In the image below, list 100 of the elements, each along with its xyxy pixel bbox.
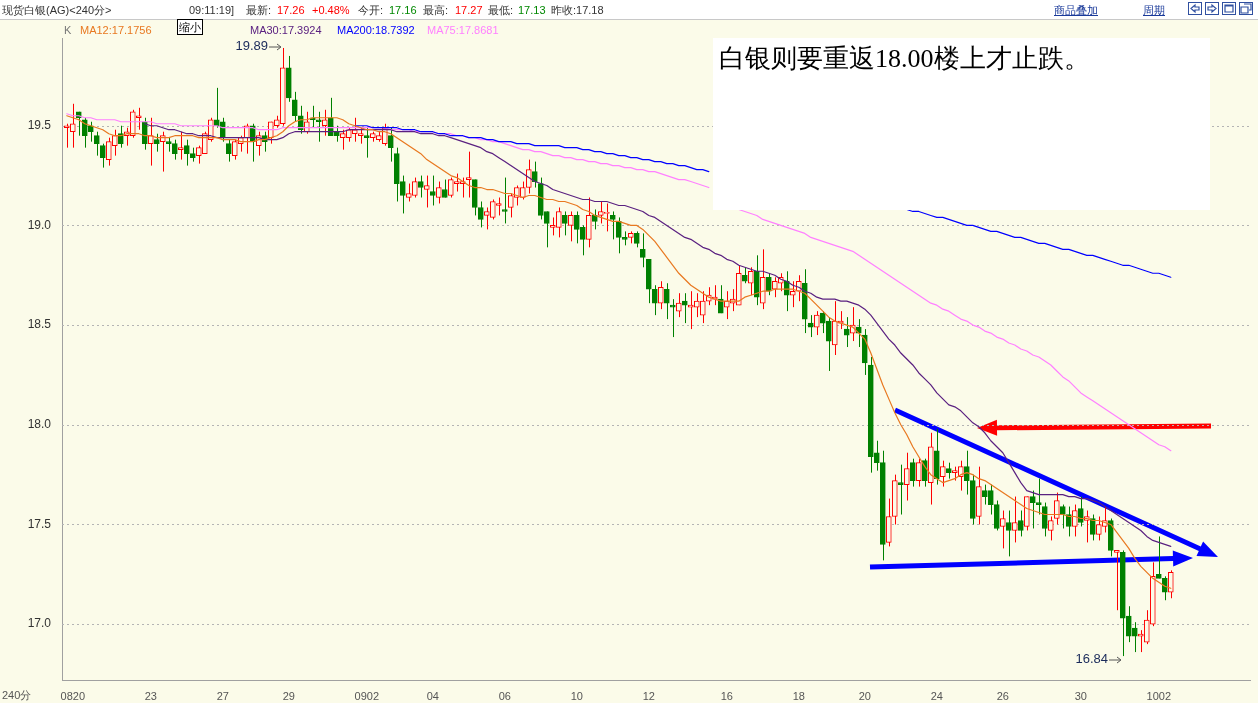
candlestick bbox=[111, 129, 118, 157]
annotation: 白银则要重返18.00楼上才止跌。 bbox=[719, 43, 1090, 75]
y-tick-label: 19.5 bbox=[27, 118, 52, 133]
y-tick-label: 17.0 bbox=[27, 616, 52, 631]
candlestick bbox=[1047, 516, 1054, 541]
text: 最新: bbox=[246, 3, 272, 17]
text: 缩小 bbox=[177, 19, 203, 35]
candlestick bbox=[531, 161, 538, 189]
y-tick-label: 18.0 bbox=[27, 417, 52, 432]
y-tick-label: 17.5 bbox=[27, 516, 52, 531]
candlestick bbox=[1155, 535, 1162, 579]
candlestick bbox=[1071, 504, 1078, 537]
candlestick bbox=[321, 109, 328, 137]
candlestick bbox=[789, 280, 796, 308]
candlestick bbox=[939, 460, 946, 488]
candlestick bbox=[585, 197, 592, 248]
annotation: 16.84 bbox=[1075, 651, 1108, 666]
text: 今开: bbox=[358, 3, 384, 17]
candlestick bbox=[411, 177, 418, 198]
candlestick bbox=[615, 216, 622, 254]
candlestick bbox=[609, 210, 616, 240]
text: K bbox=[64, 23, 72, 37]
candlestick bbox=[657, 280, 664, 310]
candlestick bbox=[183, 139, 190, 167]
candlestick bbox=[423, 175, 430, 208]
candlestick bbox=[561, 210, 568, 236]
text: 17.13 bbox=[518, 3, 546, 17]
candlestick bbox=[843, 316, 850, 348]
candlestick bbox=[1059, 504, 1066, 529]
y-tick-label: 19.0 bbox=[27, 217, 52, 232]
candlestick bbox=[429, 175, 436, 206]
text: +0.48% bbox=[312, 3, 350, 17]
x-tick-label: 29 bbox=[282, 689, 295, 702]
candlestick bbox=[117, 125, 124, 149]
candlestick bbox=[909, 458, 916, 488]
candlestick bbox=[1095, 516, 1102, 541]
x-tick-label: 20 bbox=[858, 689, 871, 702]
x-tick-label: 0820 bbox=[60, 689, 86, 702]
x-tick-label: 0902 bbox=[354, 689, 380, 702]
candlestick bbox=[1011, 496, 1018, 543]
x-tick-label: 16 bbox=[720, 689, 733, 702]
candlestick bbox=[591, 208, 598, 230]
candlestick bbox=[1113, 549, 1120, 611]
candlestick bbox=[435, 181, 442, 204]
x-tick-label: 26 bbox=[996, 689, 1009, 702]
chart-title: 现货白银(AG)<240分> bbox=[2, 3, 112, 17]
candlestick bbox=[675, 292, 682, 318]
candlestick bbox=[135, 107, 142, 131]
text: MA75:17.8681 bbox=[427, 23, 499, 37]
candlestick bbox=[903, 452, 910, 502]
text: 17.27 bbox=[455, 3, 483, 17]
candlestick bbox=[1065, 506, 1072, 537]
candlestick bbox=[93, 131, 100, 157]
candlestick bbox=[99, 143, 106, 169]
candlestick bbox=[1089, 514, 1096, 541]
candlestick bbox=[1041, 502, 1048, 537]
candlestick bbox=[483, 206, 490, 230]
candlestick bbox=[315, 111, 322, 143]
annotation: 19.89 bbox=[235, 38, 268, 53]
candlestick bbox=[1035, 478, 1042, 516]
candlestick bbox=[999, 510, 1006, 549]
x-tick-label: 10 bbox=[570, 689, 583, 702]
x-tick-label: 24 bbox=[930, 689, 943, 702]
x-tick-label: 1002 bbox=[1146, 689, 1172, 702]
candlestick bbox=[651, 284, 658, 316]
x-tick-label: 23 bbox=[144, 689, 157, 702]
candlestick bbox=[1053, 492, 1060, 525]
candlestick bbox=[765, 272, 772, 296]
text: 17.26 bbox=[277, 3, 305, 17]
y-tick-label: 18.5 bbox=[27, 317, 52, 332]
x-tick-label: 18 bbox=[792, 689, 805, 702]
candlestick bbox=[1077, 496, 1084, 527]
candlestick bbox=[993, 500, 1000, 531]
x-tick-label: 04 bbox=[426, 689, 439, 702]
candlestick bbox=[291, 91, 298, 123]
candlestick bbox=[831, 300, 838, 356]
text: MA30:17.3924 bbox=[250, 23, 322, 37]
x-tick-label: 27 bbox=[216, 689, 229, 702]
candlestick bbox=[489, 199, 496, 220]
x-tick-label: 30 bbox=[1074, 689, 1087, 702]
text: 商品叠加 bbox=[1054, 3, 1098, 17]
text: 17.16 bbox=[389, 3, 417, 17]
text: 昨收:17.18 bbox=[551, 3, 604, 17]
candlestick bbox=[387, 127, 394, 163]
text: MA12:17.1756 bbox=[80, 23, 152, 37]
candlestick bbox=[417, 175, 424, 198]
candlestick bbox=[1005, 510, 1012, 557]
x-tick-label: 06 bbox=[498, 689, 511, 702]
x-tick-label: 12 bbox=[642, 689, 655, 702]
candlestick bbox=[1017, 510, 1024, 537]
candlestick bbox=[897, 464, 904, 516]
text: 周期 bbox=[1143, 3, 1165, 17]
text: 09:11:19] bbox=[189, 3, 235, 17]
candlestick bbox=[477, 200, 484, 228]
text: 最高: bbox=[423, 3, 449, 17]
candlestick bbox=[225, 139, 232, 163]
candlestick bbox=[525, 159, 532, 195]
text: 240分 bbox=[2, 688, 32, 702]
text: MA200:18.7392 bbox=[337, 23, 415, 37]
text: 最低: bbox=[488, 3, 514, 17]
